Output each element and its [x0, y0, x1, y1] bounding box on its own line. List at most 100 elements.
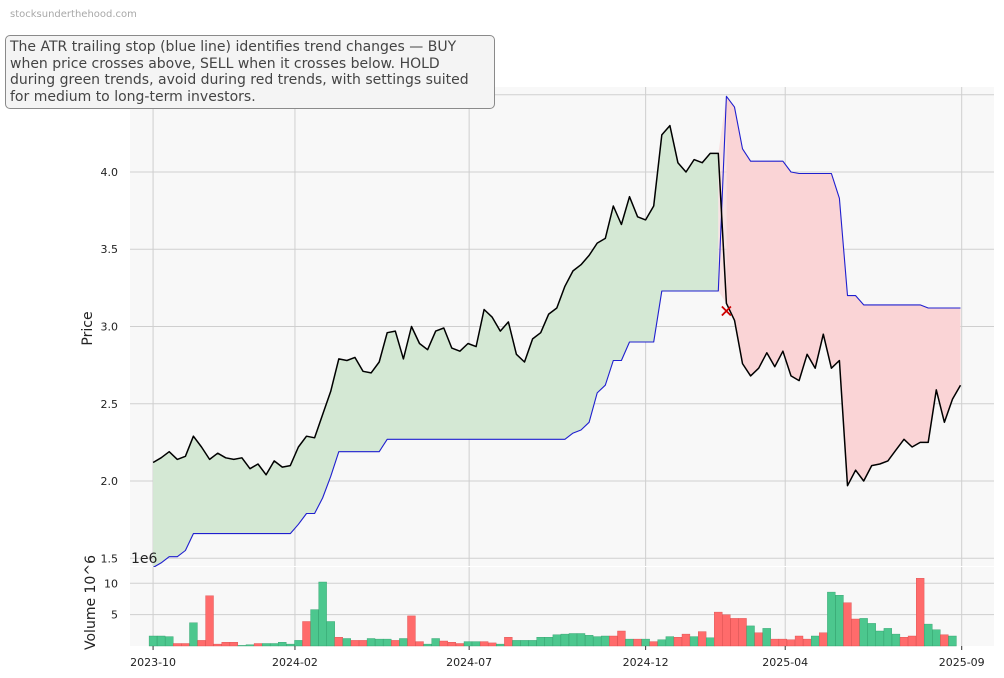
- volume-bar: [302, 621, 311, 647]
- volume-bar: [835, 595, 844, 647]
- volume-bar: [617, 630, 626, 647]
- volume-bar: [358, 640, 368, 647]
- volume-bar: [899, 637, 909, 647]
- volume-bar: [778, 638, 788, 647]
- volume-bar: [270, 643, 279, 647]
- volume-bar: [504, 637, 513, 647]
- volume-bar: [431, 638, 440, 647]
- watermark: stocksunderthehood.com: [10, 9, 137, 20]
- volume-bar: [916, 578, 925, 647]
- price-ytick-label: 3.0: [101, 321, 119, 334]
- volume-bar: [366, 638, 376, 647]
- volume-bar: [706, 637, 715, 647]
- volume-bar: [625, 638, 634, 647]
- volume-bar: [552, 634, 562, 647]
- x-tick-label: 2024-02: [272, 656, 318, 669]
- volume-bar: [794, 635, 804, 647]
- volume-bar: [350, 640, 360, 647]
- volume-bar: [932, 629, 941, 647]
- bear-trend-fill: [726, 96, 961, 486]
- volume-bar: [681, 633, 691, 647]
- volume-bar: [536, 637, 545, 647]
- volume-bar: [278, 642, 287, 647]
- volume-bar: [673, 637, 683, 647]
- x-tick-label: 2023-10: [130, 656, 176, 669]
- volume-bar: [229, 642, 238, 647]
- volume-ytick-label: 10: [104, 577, 118, 590]
- volume-bar: [641, 638, 650, 647]
- volume-bar: [423, 643, 432, 647]
- volume-bar: [714, 611, 723, 647]
- volume-bar: [334, 637, 343, 647]
- volume-bar: [924, 623, 933, 647]
- volume-bar: [762, 628, 771, 647]
- volume-bar: [245, 644, 255, 647]
- volume-bar: [633, 638, 642, 647]
- volume-bar: [738, 618, 747, 647]
- price-ytick-label: 1.5: [101, 552, 119, 565]
- volume-bar: [770, 638, 780, 647]
- volume-bar: [286, 643, 295, 647]
- volume-bar: [447, 642, 456, 647]
- volume-bar: [827, 591, 836, 647]
- volume-bar: [730, 618, 739, 647]
- volume-bar: [754, 632, 763, 647]
- volume-bar: [859, 618, 868, 647]
- volume-bar: [940, 634, 949, 647]
- annotation-box: The ATR trailing stop (blue line) identi…: [5, 35, 495, 110]
- volume-bar: [520, 640, 529, 647]
- volume-bar: [455, 643, 465, 647]
- volume-bar: [843, 602, 852, 647]
- volume-bar: [689, 636, 699, 647]
- volume-bar: [657, 639, 666, 647]
- x-tick-label: 2025-09: [939, 656, 985, 669]
- volume-bar: [851, 618, 860, 647]
- volume-bar: [165, 636, 174, 647]
- volume-bar: [560, 633, 570, 647]
- volume-bar: [173, 643, 182, 647]
- atr-trailing-stop-line: [152, 95, 961, 568]
- volume-bar: [480, 641, 489, 647]
- volume-bar: [439, 640, 448, 647]
- volume-axis-label: Volume 10^6: [83, 555, 99, 650]
- volume-ytick-label: 5: [111, 609, 118, 622]
- volume-bar: [907, 635, 917, 647]
- sell-signal-marker: [721, 305, 732, 317]
- volume-bar: [568, 633, 578, 647]
- volume-scale-label: 1e6: [131, 551, 158, 567]
- volume-bar: [156, 635, 166, 647]
- volume-bar: [722, 614, 731, 647]
- volume-bar: [253, 643, 263, 647]
- volume-bar: [148, 635, 158, 647]
- volume-bar: [786, 639, 796, 647]
- volume-bar: [391, 640, 400, 647]
- price-line: [152, 124, 962, 487]
- volume-bar: [609, 635, 618, 647]
- volume-bar: [819, 632, 828, 647]
- volume-bar: [189, 622, 198, 647]
- volume-bar: [891, 633, 901, 647]
- volume-bar: [601, 635, 610, 647]
- volume-panel: 5 10 1e6 Volume 10^6 2023-10 2024-02 2024-07 20…: [83, 551, 994, 669]
- volume-bar: [803, 638, 812, 647]
- price-ytick-label: 2.5: [101, 398, 119, 411]
- volume-bar: [746, 625, 755, 647]
- volume-bar: [383, 638, 392, 647]
- volume-bar: [496, 643, 505, 647]
- volume-bar: [544, 637, 553, 647]
- price-ytick-label: 3.5: [101, 243, 119, 256]
- volume-bar: [399, 638, 408, 647]
- price-ytick-label: 2.0: [101, 475, 119, 488]
- volume-bar: [488, 642, 497, 647]
- volume-bar: [948, 635, 957, 647]
- volume-bar: [875, 630, 884, 647]
- volume-bar: [310, 609, 319, 647]
- volume-bar: [205, 595, 214, 647]
- volume-bar: [213, 643, 222, 647]
- volume-bar: [197, 640, 206, 647]
- volume-bar: [318, 581, 327, 647]
- volume-bar: [237, 645, 246, 647]
- volume-bar: [181, 643, 190, 647]
- volume-bar: [375, 638, 384, 647]
